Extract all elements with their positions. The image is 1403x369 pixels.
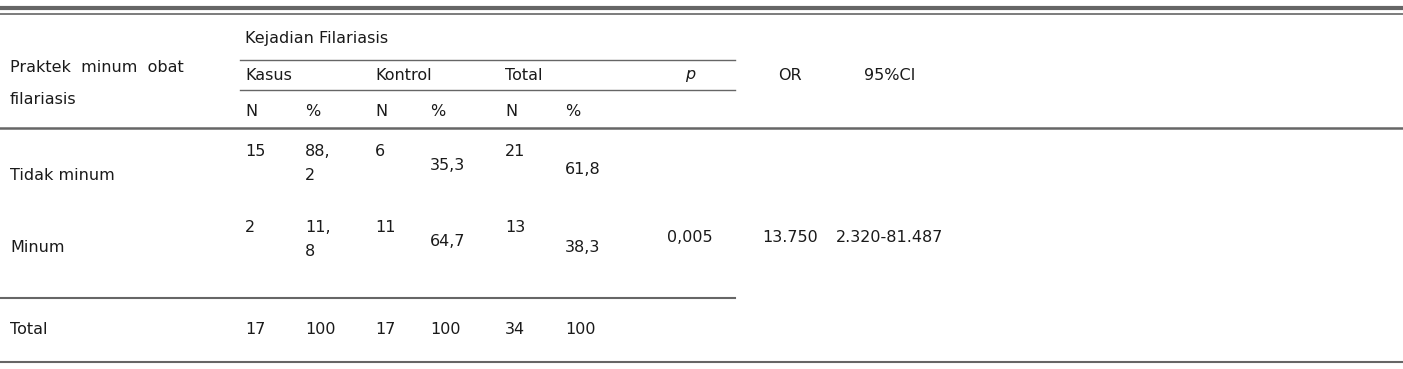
Text: 17: 17 xyxy=(375,323,396,338)
Text: 6: 6 xyxy=(375,145,386,159)
Text: 88,: 88, xyxy=(304,145,331,159)
Text: OR: OR xyxy=(779,68,801,83)
Text: p: p xyxy=(685,68,694,83)
Text: 95%CI: 95%CI xyxy=(864,68,916,83)
Text: N: N xyxy=(246,104,257,120)
Text: 17: 17 xyxy=(246,323,265,338)
Text: 0,005: 0,005 xyxy=(668,231,713,245)
Text: 11: 11 xyxy=(375,221,396,235)
Text: Tidak minum: Tidak minum xyxy=(10,168,115,183)
Text: Kasus: Kasus xyxy=(246,68,292,83)
Text: 15: 15 xyxy=(246,145,265,159)
Text: 61,8: 61,8 xyxy=(565,162,600,177)
Text: Minum: Minum xyxy=(10,241,65,255)
Text: Total: Total xyxy=(10,323,48,338)
Text: 2.320-81.487: 2.320-81.487 xyxy=(836,231,944,245)
Text: 38,3: 38,3 xyxy=(565,241,600,255)
Text: 100: 100 xyxy=(429,323,460,338)
Text: Praktek  minum  obat: Praktek minum obat xyxy=(10,61,184,76)
Text: 64,7: 64,7 xyxy=(429,235,466,249)
Text: 13.750: 13.750 xyxy=(762,231,818,245)
Text: Kontrol: Kontrol xyxy=(375,68,432,83)
Text: N: N xyxy=(375,104,387,120)
Text: 2: 2 xyxy=(304,168,316,183)
Text: N: N xyxy=(505,104,518,120)
Text: %: % xyxy=(429,104,445,120)
Text: filariasis: filariasis xyxy=(10,93,77,107)
Text: Total: Total xyxy=(505,68,543,83)
Text: 100: 100 xyxy=(304,323,335,338)
Text: 21: 21 xyxy=(505,145,525,159)
Text: Kejadian Filariasis: Kejadian Filariasis xyxy=(246,31,389,45)
Text: 11,: 11, xyxy=(304,221,331,235)
Text: 35,3: 35,3 xyxy=(429,158,466,172)
Text: %: % xyxy=(565,104,581,120)
Text: 8: 8 xyxy=(304,245,316,259)
Text: 2: 2 xyxy=(246,221,255,235)
Text: 13: 13 xyxy=(505,221,525,235)
Text: 100: 100 xyxy=(565,323,595,338)
Text: 34: 34 xyxy=(505,323,525,338)
Text: %: % xyxy=(304,104,320,120)
